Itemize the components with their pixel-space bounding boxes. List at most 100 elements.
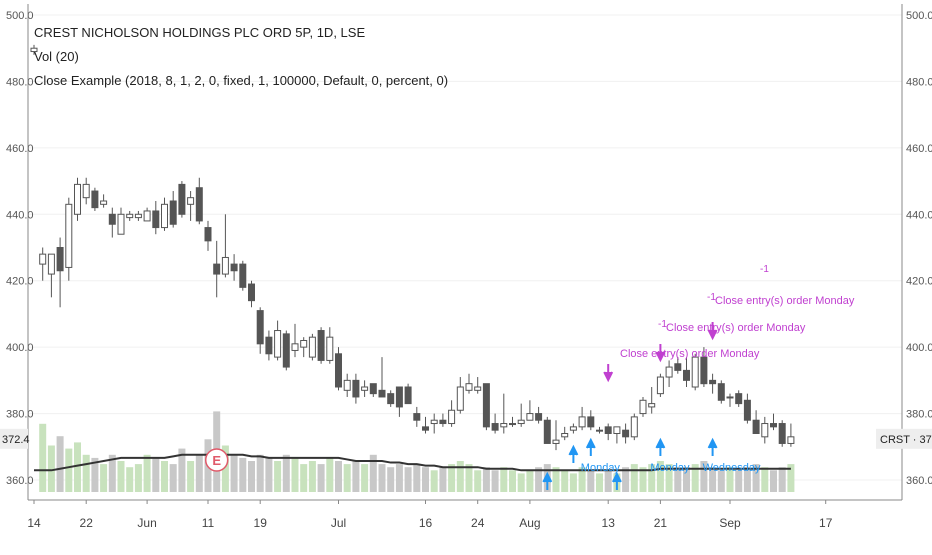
candle-body[interactable]: [291, 343, 299, 351]
candle-body[interactable]: [543, 419, 551, 444]
candle-body[interactable]: [126, 213, 134, 219]
candle-body[interactable]: [82, 183, 90, 199]
candle-body[interactable]: [369, 383, 377, 395]
candle-body[interactable]: [143, 210, 151, 222]
candle-body[interactable]: [430, 419, 438, 425]
candle-body[interactable]: [378, 389, 386, 398]
candle-body[interactable]: [361, 386, 369, 391]
long-arrow-marker[interactable]: [655, 437, 666, 456]
candle-body[interactable]: [169, 200, 177, 225]
symbol-title[interactable]: CREST NICHOLSON HOLDINGS PLC ORD 5P, 1D,…: [34, 25, 366, 40]
candle-body[interactable]: [404, 386, 412, 405]
candle-body[interactable]: [735, 393, 743, 405]
candle-body[interactable]: [761, 423, 769, 438]
close-arrow-marker[interactable]: [707, 322, 718, 341]
long-arrow-marker[interactable]: [542, 471, 553, 490]
candle-body[interactable]: [517, 419, 525, 425]
candle-body[interactable]: [74, 183, 81, 215]
candle-body[interactable]: [726, 396, 734, 399]
candle-body[interactable]: [717, 383, 725, 401]
candle-body[interactable]: [622, 429, 630, 438]
long-arrow-marker[interactable]: [612, 471, 622, 490]
candle-body[interactable]: [509, 423, 516, 426]
close-arrow-marker[interactable]: [655, 344, 666, 363]
candle-body[interactable]: [787, 436, 795, 444]
candle-body[interactable]: [352, 379, 360, 398]
candle-body[interactable]: [413, 413, 421, 421]
candle-body[interactable]: [604, 426, 612, 435]
candle-body[interactable]: [91, 190, 99, 209]
candle-body[interactable]: [300, 340, 308, 348]
candle-body[interactable]: [108, 213, 116, 225]
candle-body[interactable]: [30, 47, 38, 53]
candle-body[interactable]: [65, 203, 73, 268]
candle-body[interactable]: [117, 213, 125, 235]
candle-body[interactable]: [474, 386, 482, 391]
candle-body[interactable]: [569, 426, 577, 431]
candle-body[interactable]: [665, 366, 673, 378]
candle-body[interactable]: [778, 423, 786, 444]
candle-body[interactable]: [587, 416, 595, 428]
candle-body[interactable]: [221, 256, 229, 275]
candle-body[interactable]: [752, 419, 760, 435]
candle-body[interactable]: [317, 330, 325, 361]
candle-body[interactable]: [709, 379, 717, 385]
candle-body[interactable]: [335, 353, 342, 388]
volume-indicator-label[interactable]: Vol (20): [34, 49, 79, 64]
candle-body[interactable]: [47, 253, 55, 275]
candle-body[interactable]: [195, 187, 203, 222]
long-arrow-marker[interactable]: [707, 437, 718, 456]
candle-body[interactable]: [204, 227, 212, 242]
candle-body[interactable]: [639, 399, 647, 415]
candle-body[interactable]: [265, 336, 273, 355]
candle-body[interactable]: [152, 210, 160, 229]
candle-body[interactable]: [256, 310, 264, 345]
long-arrow-marker[interactable]: [568, 444, 579, 463]
candle-body[interactable]: [683, 369, 690, 381]
candle-body[interactable]: [691, 356, 699, 388]
earnings-marker[interactable]: [204, 448, 229, 472]
candle-body[interactable]: [395, 386, 403, 408]
candle-body[interactable]: [552, 439, 560, 444]
candle-body[interactable]: [439, 419, 447, 425]
candle-body[interactable]: [526, 413, 534, 421]
candle-body[interactable]: [100, 200, 108, 205]
strategy-indicator-label[interactable]: Close Example (2018, 8, 1, 2, 0, fixed, …: [34, 73, 449, 88]
candle-body[interactable]: [187, 197, 195, 205]
candle-body[interactable]: [491, 423, 499, 431]
candle-body[interactable]: [465, 383, 473, 391]
candle-body[interactable]: [482, 383, 490, 428]
candle-body[interactable]: [274, 330, 282, 358]
candle-body[interactable]: [448, 409, 456, 425]
candle-body[interactable]: [630, 416, 638, 438]
candle-body[interactable]: [535, 413, 543, 421]
candle-body[interactable]: [178, 183, 186, 215]
candle-body[interactable]: [596, 429, 603, 432]
candle-body[interactable]: [422, 426, 429, 431]
candle-body[interactable]: [387, 393, 395, 405]
candle-body[interactable]: [743, 399, 751, 421]
candle-body[interactable]: [134, 213, 142, 219]
candle-body[interactable]: [326, 336, 334, 361]
candle-body[interactable]: [248, 283, 255, 302]
long-arrow-marker[interactable]: [585, 437, 596, 456]
candle-body[interactable]: [613, 426, 621, 435]
candle-body[interactable]: [656, 376, 664, 395]
candle-body[interactable]: [561, 433, 569, 438]
candle-body[interactable]: [500, 423, 508, 428]
candle-body[interactable]: [282, 333, 290, 368]
candle-body[interactable]: [39, 253, 47, 265]
candle-body[interactable]: [770, 423, 777, 428]
candle-body[interactable]: [700, 356, 708, 385]
candle-body[interactable]: [239, 263, 247, 288]
candle-body[interactable]: [578, 416, 586, 428]
candle-body[interactable]: [343, 379, 351, 391]
candle-body[interactable]: [230, 263, 238, 272]
candle-body[interactable]: [161, 203, 168, 229]
candle-body[interactable]: [56, 247, 64, 272]
candle-body[interactable]: [456, 386, 464, 411]
candle-body[interactable]: [213, 263, 221, 275]
close-arrow-marker[interactable]: [603, 364, 614, 383]
